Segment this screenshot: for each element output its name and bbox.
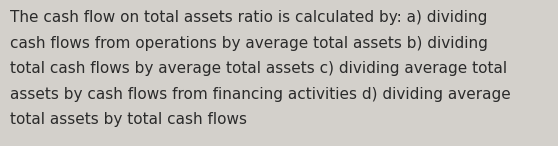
Text: total assets by total cash flows: total assets by total cash flows	[10, 112, 247, 127]
Text: cash flows from operations by average total assets b) dividing: cash flows from operations by average to…	[10, 36, 488, 51]
Text: total cash flows by average total assets c) dividing average total: total cash flows by average total assets…	[10, 61, 507, 76]
Text: assets by cash flows from financing activities d) dividing average: assets by cash flows from financing acti…	[10, 87, 511, 102]
Text: The cash flow on total assets ratio is calculated by: a) dividing: The cash flow on total assets ratio is c…	[10, 10, 488, 25]
